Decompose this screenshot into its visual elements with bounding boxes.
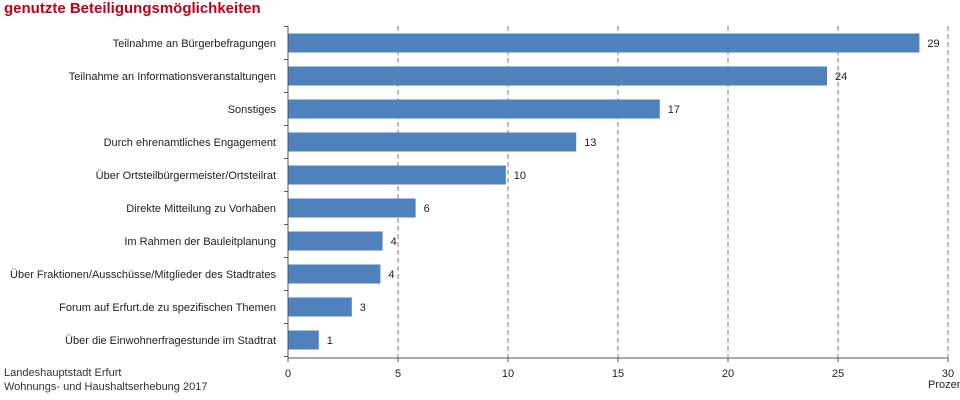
bar [288, 297, 352, 317]
data-label: 17 [668, 104, 680, 116]
category-label: Forum auf Erfurt.de zu spezifischen Them… [59, 302, 276, 314]
category-label: Über Ortsteilbürgermeister/Ortsteilrat [96, 170, 276, 182]
bar [288, 198, 416, 218]
data-label: 10 [514, 170, 526, 182]
category-label: Teilnahme an Informationsveranstaltungen [69, 71, 276, 83]
x-tick-label: 5 [395, 368, 401, 380]
data-label: 29 [927, 38, 939, 50]
bar [288, 132, 577, 152]
x-tick-label: 20 [722, 368, 734, 380]
data-label: 4 [388, 269, 394, 281]
data-label: 6 [424, 203, 430, 215]
category-label: Über die Einwohnerfragestunde im Stadtra… [65, 335, 276, 347]
category-label: Sonstiges [228, 104, 277, 116]
bar [288, 33, 920, 53]
x-axis-label: Prozent [928, 379, 960, 391]
data-label: 1 [327, 335, 333, 347]
data-label: 24 [835, 71, 847, 83]
x-tick-label: 30 [942, 368, 954, 380]
data-label: 3 [360, 302, 366, 314]
x-tick-label: 0 [285, 368, 291, 380]
bar [288, 231, 383, 251]
source-line-1: Landeshauptstadt Erfurt [4, 367, 122, 379]
x-tick-label: 10 [502, 368, 514, 380]
x-tick-label: 25 [832, 368, 844, 380]
bar [288, 330, 319, 350]
source-line-2: Wohnungs- und Haushaltserhebung 2017 [4, 381, 208, 393]
data-label: 13 [584, 137, 596, 149]
category-label: Im Rahmen der Bauleitplanung [124, 236, 276, 248]
category-label: Teilnahme an Bürgerbefragungen [113, 38, 276, 50]
chart-title: genutzte Beteiligungsmöglichkeiten [4, 0, 261, 17]
bar [288, 165, 506, 185]
bar [288, 66, 827, 86]
data-label: 4 [391, 236, 397, 248]
category-label: Direkte Mitteilung zu Vorhaben [126, 203, 276, 215]
category-label: Durch ehrenamtliches Engagement [104, 137, 276, 149]
x-tick-label: 15 [612, 368, 624, 380]
category-label: Über Fraktionen/Ausschüsse/Mitglieder de… [10, 269, 276, 281]
bar [288, 99, 660, 119]
bar [288, 264, 381, 284]
